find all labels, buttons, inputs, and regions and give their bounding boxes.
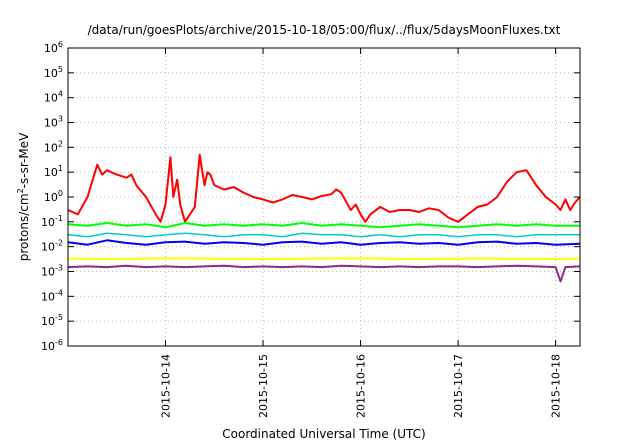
x-tick-label: 2015-10-15 xyxy=(257,354,270,418)
y-tick-label: 100 xyxy=(44,189,63,204)
y-tick-label: 10-4 xyxy=(41,288,63,303)
series-line-1 xyxy=(67,153,581,223)
y-tick-label: 102 xyxy=(44,139,63,154)
y-axis-label: protons/cm2-s-sr-MeV xyxy=(16,132,31,261)
series-group xyxy=(67,153,581,283)
y-tick-label: 101 xyxy=(44,164,63,179)
x-axis-label: Coordinated Universal Time (UTC) xyxy=(222,427,425,441)
y-tick-label: 10-3 xyxy=(41,264,63,279)
series-line-3 xyxy=(67,232,580,238)
series-line-4 xyxy=(67,239,581,246)
x-axis-ticks: 2015-10-14 2015-10-15 2015-10-16 2015-10-17… xyxy=(160,48,563,418)
y-tick-label: 105 xyxy=(44,65,63,80)
y-tick-label: 10-2 xyxy=(41,239,63,254)
grid-lines xyxy=(68,48,580,346)
y-tick-label: 103 xyxy=(44,115,63,130)
series-line-5 xyxy=(67,257,581,260)
series-line-2 xyxy=(67,222,580,229)
y-tick-label: 10-6 xyxy=(41,338,63,353)
y-tick-label: 104 xyxy=(44,90,63,105)
series-line-6 xyxy=(67,264,581,283)
y-axis-label-unit: protons/cm xyxy=(17,193,31,261)
chart-title: /data/run/goesPlots/archive/2015-10-18/0… xyxy=(88,23,561,37)
y-axis-label-exponent: 2 xyxy=(16,188,25,193)
y-axis-label-rest: -s-sr-MeV xyxy=(17,132,31,188)
x-tick-label: 2015-10-16 xyxy=(355,354,368,418)
y-axis-ticks: 10-6 10-5 10-4 10-3 10-2 10-1 100 101 102 103 104 1… xyxy=(41,40,580,353)
x-tick-label: 2015-10-17 xyxy=(452,354,465,418)
y-tick-label: 106 xyxy=(44,40,63,55)
y-tick-label: 10-5 xyxy=(41,313,63,328)
y-tick-label: 10-1 xyxy=(41,214,63,229)
x-tick-label: 2015-10-18 xyxy=(550,354,563,418)
x-tick-label: 2015-10-14 xyxy=(160,354,173,418)
